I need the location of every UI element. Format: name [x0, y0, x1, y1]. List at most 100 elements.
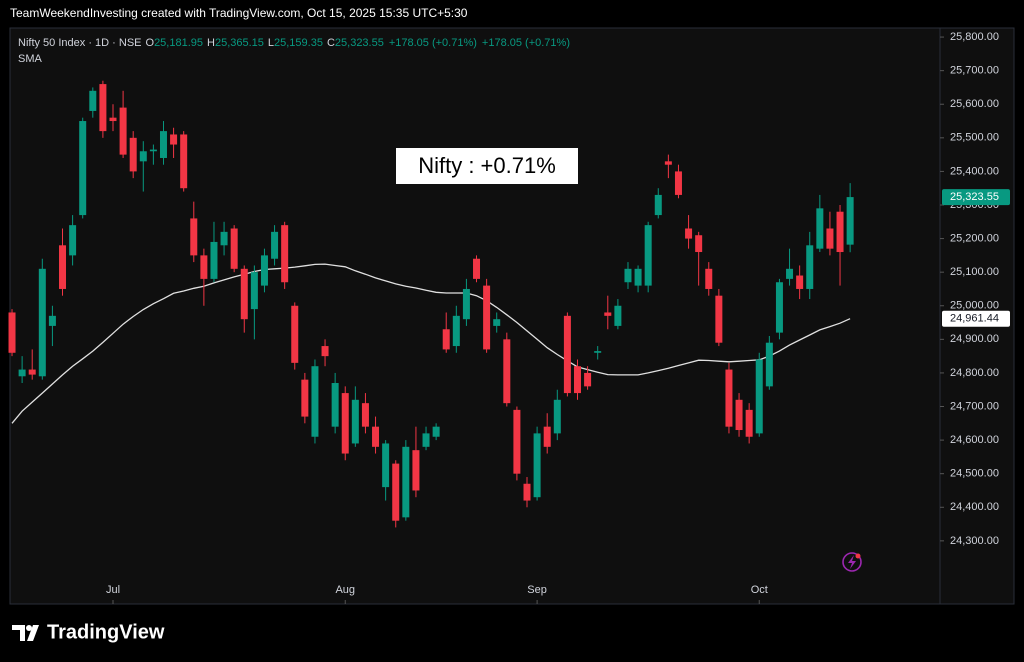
ohlc-letter: O — [146, 37, 155, 49]
ohlc-letter: C — [327, 37, 335, 49]
candle-body — [432, 426, 440, 437]
candle-body — [634, 268, 642, 286]
change-label: +178.05 (+0.71%) — [482, 37, 570, 49]
candle-body — [149, 149, 157, 152]
candle-body — [271, 231, 279, 259]
sma-price-tag — [942, 310, 1010, 327]
candle-body — [493, 319, 501, 326]
candle-body — [705, 268, 713, 289]
candle-body — [503, 339, 511, 404]
candle-body — [159, 131, 167, 158]
y-tick-label: 24,800.00 — [950, 367, 999, 379]
x-tick-label: Jul — [106, 584, 120, 596]
candle-body — [372, 426, 380, 447]
candle-body — [513, 409, 521, 474]
candle-body — [139, 151, 147, 162]
ohlc-value: 25,181.95 — [154, 37, 203, 49]
candle-body — [846, 197, 854, 245]
ohlc-letter: L — [268, 37, 274, 49]
candle-body — [301, 379, 309, 417]
candle-body — [755, 359, 763, 434]
x-tick-label: Oct — [751, 584, 768, 596]
candle-body — [351, 399, 359, 444]
candle-body — [311, 366, 319, 437]
indicator-name: SMA — [18, 53, 43, 65]
symbol: Nifty 50 Index · 1D · NSE — [18, 37, 142, 49]
candle-body — [412, 450, 420, 491]
annotation: Nifty : +0.71% — [418, 153, 556, 178]
candle-body — [674, 171, 682, 195]
plot — [8, 80, 854, 528]
change-label: +178.05 (+0.71%) — [389, 37, 477, 49]
candle-body — [422, 433, 430, 447]
candle-body — [291, 305, 299, 363]
candle-body — [573, 366, 581, 394]
candle-body — [230, 228, 238, 269]
candle-body — [321, 346, 329, 357]
y-tick-label: 24,900.00 — [950, 333, 999, 345]
ohlc-value: 25,323.55 — [335, 37, 384, 49]
annotation-box — [396, 148, 578, 184]
x-tick-label: Aug — [335, 584, 355, 596]
candle-body — [129, 137, 137, 172]
candle-body — [341, 393, 349, 454]
candle-body — [8, 312, 16, 353]
candle-body — [553, 399, 561, 434]
candle-body — [644, 225, 652, 286]
candle-body — [826, 228, 834, 249]
candle-body — [745, 409, 753, 437]
y-tick-label: 24,500.00 — [950, 468, 999, 480]
candle-body — [220, 231, 228, 246]
candle-body — [402, 446, 410, 518]
candle-body — [260, 255, 268, 286]
candle-body — [836, 211, 844, 253]
candle-body — [775, 282, 783, 333]
candle-body — [361, 403, 369, 427]
y-tick-label: 25,200.00 — [950, 232, 999, 244]
source-text: TeamWeekendInvesting created with Tradin… — [10, 6, 468, 20]
candle-body — [563, 315, 571, 394]
chart-header: Nifty 50 Index · 1D · NSE O25,181.95 H25,3… — [18, 37, 570, 49]
candle-body — [48, 315, 56, 326]
y-tick-label: 25,600.00 — [950, 98, 999, 110]
candle-body — [18, 369, 26, 377]
y-tick-label: 25,100.00 — [950, 266, 999, 278]
candle-body — [533, 433, 541, 498]
candle-body — [695, 235, 703, 253]
last-price-label: 25,323.55 — [950, 191, 999, 203]
candle-body — [240, 268, 248, 320]
candle-body — [69, 225, 77, 256]
candle-body — [735, 399, 743, 431]
candle-body — [806, 245, 814, 289]
sma-price-label: 24,961.44 — [950, 313, 999, 325]
candle-body — [715, 295, 723, 343]
candle-body — [392, 463, 400, 521]
candle-body — [170, 134, 178, 145]
candle-body — [59, 245, 67, 289]
brand-name: TradingView — [47, 621, 165, 643]
chart-pane — [9, 27, 1015, 605]
candle-body — [523, 483, 531, 501]
candle-body — [483, 285, 491, 350]
alert-icon — [842, 552, 862, 572]
candle-body — [584, 372, 592, 387]
y-tick-label: 24,600.00 — [950, 434, 999, 446]
sma-line — [11, 263, 851, 424]
brand-logo — [12, 625, 39, 641]
candle-body — [28, 369, 36, 375]
candle-body — [452, 315, 460, 347]
candle-body — [190, 218, 198, 256]
candle-body — [685, 228, 693, 239]
candle-body — [250, 272, 258, 310]
candle-body — [442, 329, 450, 350]
candle-body — [543, 426, 551, 447]
y-tick-label: 25,000.00 — [950, 300, 999, 312]
candle-body — [462, 288, 470, 320]
candle-body — [624, 268, 632, 283]
y-tick-label: 24,400.00 — [950, 501, 999, 513]
candle-body — [664, 161, 672, 165]
candle-body — [786, 268, 794, 279]
candle-body — [109, 117, 117, 122]
ohlc-value: 25,159.35 — [274, 37, 323, 49]
